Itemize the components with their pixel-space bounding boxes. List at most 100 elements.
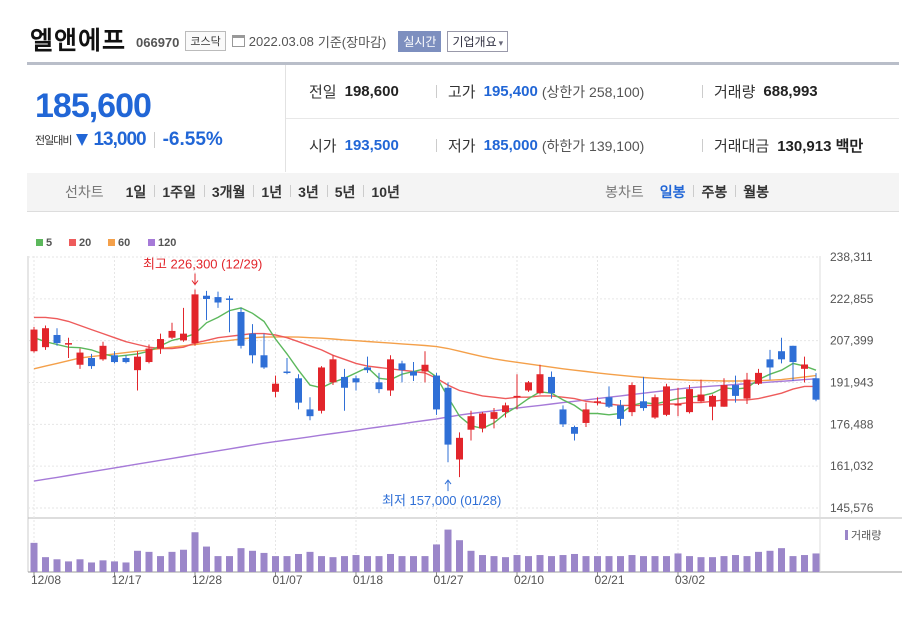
candle-body <box>168 330 176 338</box>
period-1y[interactable]: 1년 <box>253 182 290 202</box>
candle-up <box>525 380 532 392</box>
volume-bar <box>674 553 682 572</box>
max-arrowhead-icon <box>191 280 199 286</box>
candle-daily[interactable]: 일봉 <box>659 184 686 200</box>
candle-body <box>651 397 659 418</box>
quote-row-2: 시가 193,500 저가 185,000 (하한가 139,100) 거래대금… <box>286 119 899 172</box>
legend-label-20: 20 <box>79 237 91 249</box>
price-change: 전일대비 13,000 -6.55% <box>35 129 223 151</box>
volume-bar <box>433 544 440 572</box>
y-tick-label: 176,488 <box>830 417 874 431</box>
volume-bar <box>559 555 567 572</box>
candle-up <box>387 355 394 396</box>
volume-bar <box>513 555 521 572</box>
open-value: 193,500 <box>344 137 399 154</box>
stock-name: 엘앤에프 <box>30 27 127 55</box>
candle-body <box>306 409 314 417</box>
candle-down <box>732 375 739 403</box>
volume-bar <box>260 552 268 572</box>
candle-up <box>157 333 164 354</box>
candle-body <box>145 348 153 363</box>
chart-axes: 238,311 222,855 207,399 191,943 176,488 161,0… <box>31 250 881 587</box>
chart-period-bar: 선차트 1일 1주일 3개월 1년 3년 5년 10년 봉차트 일봉 주봉 월봉 <box>27 173 899 212</box>
legend-swatch-120 <box>148 239 155 246</box>
volume-bar <box>99 560 107 572</box>
candle-body <box>203 295 210 299</box>
open-price: 시가 193,500 <box>309 119 399 172</box>
candle-down <box>605 386 613 409</box>
volume-bar <box>111 561 118 572</box>
upper-limit: (상한가 258,100) <box>541 83 645 100</box>
down-triangle-icon <box>76 134 89 146</box>
volume-bar <box>237 548 245 572</box>
candle-down <box>778 337 785 364</box>
candle-up <box>456 432 463 478</box>
candle-body <box>502 405 509 413</box>
candle-body <box>709 395 716 407</box>
volume-bar <box>571 553 578 572</box>
volume-bar <box>651 556 659 572</box>
period-5y[interactable]: 5년 <box>326 182 364 202</box>
candle-monthly[interactable]: 월봉 <box>735 182 777 202</box>
candle-up <box>709 394 716 421</box>
candle-body <box>674 404 682 406</box>
day-high: 고가 195,400 (상한가 258,100) <box>435 65 645 118</box>
volume-bar <box>364 556 371 572</box>
volume-bar <box>536 555 544 572</box>
period-3y[interactable]: 3년 <box>290 182 327 202</box>
candle-down <box>352 375 360 391</box>
candle-body <box>732 385 739 396</box>
candle-body <box>433 375 440 410</box>
candle-up <box>99 341 107 361</box>
candlestick-chart[interactable]: 5 20 60 120 238,311 222,855 207,399 191,943 176… <box>0 225 902 622</box>
candle-down <box>53 328 61 346</box>
lower-limit: (하한가 139,100) <box>541 137 645 154</box>
candle-body <box>352 378 360 383</box>
period-3m[interactable]: 3개월 <box>203 182 254 202</box>
candle-body <box>421 364 429 372</box>
candle-up <box>582 402 590 428</box>
candle-weekly[interactable]: 주봉 <box>693 182 735 202</box>
realtime-button[interactable]: 실시간 <box>398 30 442 52</box>
volume-bar <box>318 556 325 572</box>
candle-body <box>559 409 567 425</box>
prev-close-value: 198,600 <box>344 83 399 100</box>
chart-annotations: 최고 226,300 (12/29) 최저 157,000 (01/28) <box>143 257 501 509</box>
volume-bar <box>456 540 463 572</box>
volume: 거래량 688,993 <box>702 65 818 118</box>
company-overview-dropdown[interactable]: 기업개요 ▾ <box>447 30 509 52</box>
volume-bar <box>755 551 762 572</box>
candle-body <box>778 351 785 360</box>
trade-amount: 거래대금 130,913 백만 <box>701 119 863 172</box>
x-tick-label: 02/21 <box>595 573 625 587</box>
volume-bars <box>30 529 820 572</box>
legend-swatch-20 <box>69 239 76 246</box>
candle-body <box>272 383 279 392</box>
period-10y[interactable]: 10년 <box>363 182 407 202</box>
candle-down <box>766 349 774 380</box>
volume-bar <box>283 556 291 572</box>
volume-bar <box>157 556 164 572</box>
candle-body <box>640 401 647 409</box>
period-1d[interactable]: 1일 <box>125 184 147 200</box>
candle-up <box>65 337 72 358</box>
legend-swatch-5 <box>36 239 43 246</box>
quote-panel: 185,600 전일대비 13,000 -6.55% 전일 198,600 고가… <box>27 62 899 176</box>
volume-bar <box>582 556 590 572</box>
candle-up <box>755 368 762 386</box>
volume-bar <box>467 550 475 572</box>
volume-bar <box>134 550 141 572</box>
candle-up <box>42 325 49 350</box>
candle-body <box>594 401 601 403</box>
volume-legend-swatch <box>845 530 848 540</box>
volume-bar <box>789 556 797 572</box>
candle-up <box>134 351 141 391</box>
candle-down <box>410 362 417 381</box>
candle-body <box>157 339 164 349</box>
period-1w[interactable]: 1주일 <box>154 182 204 202</box>
volume-bar <box>341 556 348 572</box>
candle-down <box>789 345 797 381</box>
candle-up <box>168 322 176 340</box>
volume-bar <box>65 561 72 572</box>
candle-up <box>502 402 509 418</box>
